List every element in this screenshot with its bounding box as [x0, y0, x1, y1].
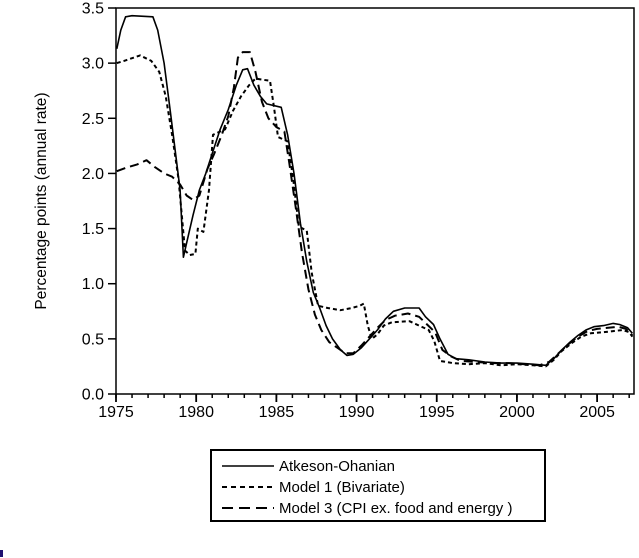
y-tick-label: 3.0 [82, 56, 104, 73]
x-axis-ticks: 1975 1980 1985 1990 1995 2000 2005 [98, 394, 630, 421]
legend-label: Model 3 (CPI ex. food and energy ) [279, 500, 512, 517]
y-tick-label: 2.0 [82, 166, 104, 183]
plot-frame [115, 7, 635, 395]
y-tick-label: 2.5 [82, 111, 104, 128]
legend-box [210, 449, 546, 522]
cursor-artifact [0, 550, 3, 557]
x-tick-label: 1975 [98, 404, 134, 421]
chart-series [116, 14, 634, 368]
y-tick-label: 3.5 [82, 1, 104, 18]
y-axis-title: Percentage points (annual rate) [33, 92, 50, 309]
y-tick-label: 1.5 [82, 221, 104, 238]
x-tick-label: 2005 [579, 404, 615, 421]
series-atkeson-ohanian [116, 14, 634, 367]
chart-legend: Atkeson-Ohanian Model 1 (Bivariate) Model … [210, 449, 546, 522]
legend-label: Model 1 (Bivariate) [279, 479, 405, 496]
legend-label: Atkeson-Ohanian [279, 458, 395, 475]
series-model-1-bivariate [116, 54, 634, 368]
series-model-3-cpi-ex-food-and-energy [116, 51, 634, 367]
x-tick-label: 1980 [178, 404, 214, 421]
x-tick-label: 1985 [259, 404, 295, 421]
x-tick-label: 1995 [419, 404, 455, 421]
x-tick-label: 2000 [499, 404, 535, 421]
y-tick-label: 0.5 [82, 331, 104, 348]
y-tick-label: 1.0 [82, 276, 104, 293]
y-axis-ticks: 0.0 0.5 1.0 1.5 2.0 2.5 3.0 3.5 [82, 1, 116, 404]
y-tick-label: 0.0 [82, 387, 104, 404]
x-tick-label: 1990 [339, 404, 375, 421]
